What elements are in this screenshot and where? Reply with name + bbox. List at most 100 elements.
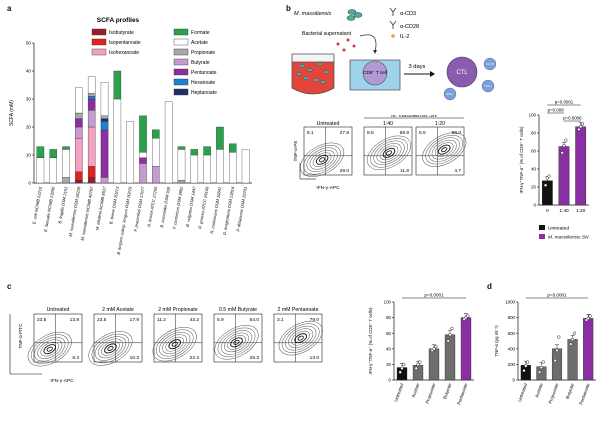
- bar: [575, 126, 587, 206]
- quadrant-tl: 23.5: [97, 317, 107, 323]
- bar: [428, 348, 440, 381]
- bar-segment-acetate: [75, 87, 83, 114]
- contour-line: [88, 331, 133, 366]
- x-tick-label: Untreated: [393, 382, 404, 402]
- data-point: [448, 333, 452, 337]
- contour-line: [155, 329, 194, 359]
- group-label: M. massiliensis SN: [391, 115, 437, 119]
- contour-line: [98, 338, 123, 359]
- contour-line: [319, 157, 326, 163]
- y-tick-label: 80: [531, 131, 536, 136]
- culture-well-icon: [349, 59, 401, 91]
- contour-line: [94, 336, 127, 361]
- supernatant-label: Bacterial supernatant: [302, 31, 352, 37]
- ctl-cell-icon: [443, 56, 497, 101]
- contour-line: [217, 327, 256, 358]
- panel-label-a: a: [7, 4, 12, 13]
- duration-label: 3 days: [408, 64, 425, 70]
- quadrant-br: 11.9: [400, 168, 409, 174]
- contour-line: [376, 143, 402, 163]
- x-tick-label: R. gnavus ATCC 29149: [197, 186, 209, 230]
- contour-line: [422, 132, 467, 167]
- legend-swatch: [173, 68, 189, 76]
- x-tick-label: 0: [546, 208, 549, 214]
- quadrant-tl: 6.1: [307, 130, 314, 136]
- supernatant-dots-icon: [336, 38, 356, 52]
- flow-plot: 5.9 54.0 25.3: [213, 313, 263, 363]
- y-tick-label: 20: [531, 185, 536, 190]
- chart-title: SCFA profiles: [97, 17, 140, 24]
- data-point: [543, 183, 548, 187]
- quadrant-br: 8.3: [72, 355, 79, 361]
- y-tick-label: 60: [386, 331, 391, 336]
- x-tick-label: Untreated: [517, 382, 528, 402]
- bar: [551, 348, 563, 381]
- legend-swatch: [91, 48, 107, 56]
- y-tick-label: 50: [26, 41, 32, 46]
- bar-segment-propionate: [177, 180, 186, 184]
- p-value: p=0.008: [548, 108, 565, 113]
- legend-swatch: [173, 28, 189, 36]
- legend-swatch: [539, 234, 545, 239]
- bar-segment-acetate: [126, 121, 134, 184]
- bar-segment-hexanoate: [100, 121, 109, 130]
- legend-label: Isohexanoate: [109, 50, 139, 56]
- x-tick-label: M. massiliensis NCIMB 42787: [80, 186, 95, 241]
- scfa-profiles-chart: SCFA profiles 0 10 20 30 40 50 SCFA (mM) E. coli…: [9, 17, 252, 255]
- culture-tube-icon: [291, 53, 335, 95]
- legend-label: Formate: [191, 30, 210, 36]
- legend-label: Butyrate: [191, 60, 210, 66]
- bar-segment-isopentanoate: [87, 166, 96, 178]
- bar-segment-propionate: [87, 93, 96, 97]
- bar-segment-propionate: [75, 112, 83, 119]
- b-bar-chart: 0 20 40 60 80 100 IFN-γ⁺TNF-α⁺ (% of CD8⁺ T ce…: [519, 100, 589, 241]
- flow-x-label: IFN-γ-APC: [316, 185, 340, 191]
- bar-segment-formate: [62, 146, 70, 150]
- bar-segment-acetate: [113, 98, 122, 184]
- data-point: [562, 143, 566, 148]
- contour-line: [91, 333, 130, 364]
- legend-swatch: [173, 48, 189, 56]
- quadrant-tr: 88.0: [452, 130, 462, 136]
- flow-plot-frame: [153, 313, 203, 363]
- d-bar-chart: 0 200 400 600 800 1000 TNF-α (pg ml⁻¹) Untreate…: [494, 293, 596, 405]
- antibody-icon: [389, 7, 397, 29]
- contour-line: [152, 326, 197, 362]
- p-value: p=0.0001: [424, 293, 444, 298]
- contour-line: [27, 331, 72, 367]
- contour-line: [30, 334, 69, 364]
- data-point: [557, 335, 561, 339]
- bar-segment-acetate: [49, 157, 58, 184]
- contour-line: [230, 337, 243, 348]
- bar-segment-acetate: [241, 149, 250, 184]
- bar-segment-isohexanoate: [75, 138, 83, 172]
- y-tick-label: 400: [508, 346, 516, 351]
- p-value: p=0.0001: [555, 100, 574, 105]
- x-tick-label: Butyrate: [442, 382, 452, 400]
- x-tick-label: M. elsdenii NCIMB 8927: [94, 186, 107, 231]
- y-axis-label: IFN-γ⁺TNF-α⁺ (% of CD8⁺ T cells): [368, 307, 373, 374]
- x-tick-label: E. coli NCIMB 12210: [31, 186, 43, 225]
- legend-swatch: [91, 28, 107, 36]
- quadrant-br: 25.3: [250, 355, 260, 361]
- data-point: [402, 362, 406, 367]
- quadrant-br: 13.0: [310, 355, 320, 361]
- y-tick-label: 80: [386, 315, 391, 320]
- x-tick-label: Butyrate: [565, 382, 575, 400]
- contour-line: [437, 144, 451, 155]
- data-point: [524, 364, 528, 368]
- stim-il2: IL-2: [400, 34, 409, 40]
- quadrant-tl: 8.8: [367, 130, 374, 136]
- quadrant-br: 29.0: [340, 168, 350, 174]
- contour-line: [291, 330, 310, 346]
- contour-line: [281, 323, 320, 353]
- bar-segment-isohexanoate: [87, 126, 96, 167]
- bar: [558, 146, 570, 206]
- contour-line: [285, 325, 317, 351]
- bar-segment-acetate: [203, 154, 211, 184]
- contour-line: [297, 335, 304, 341]
- x-tick-label: F. contortum DSM 3982: [172, 186, 185, 230]
- legend-label: Isobutyrate: [109, 30, 134, 36]
- y-tick-label: 10: [26, 153, 32, 158]
- y-tick-label: 20: [26, 125, 32, 130]
